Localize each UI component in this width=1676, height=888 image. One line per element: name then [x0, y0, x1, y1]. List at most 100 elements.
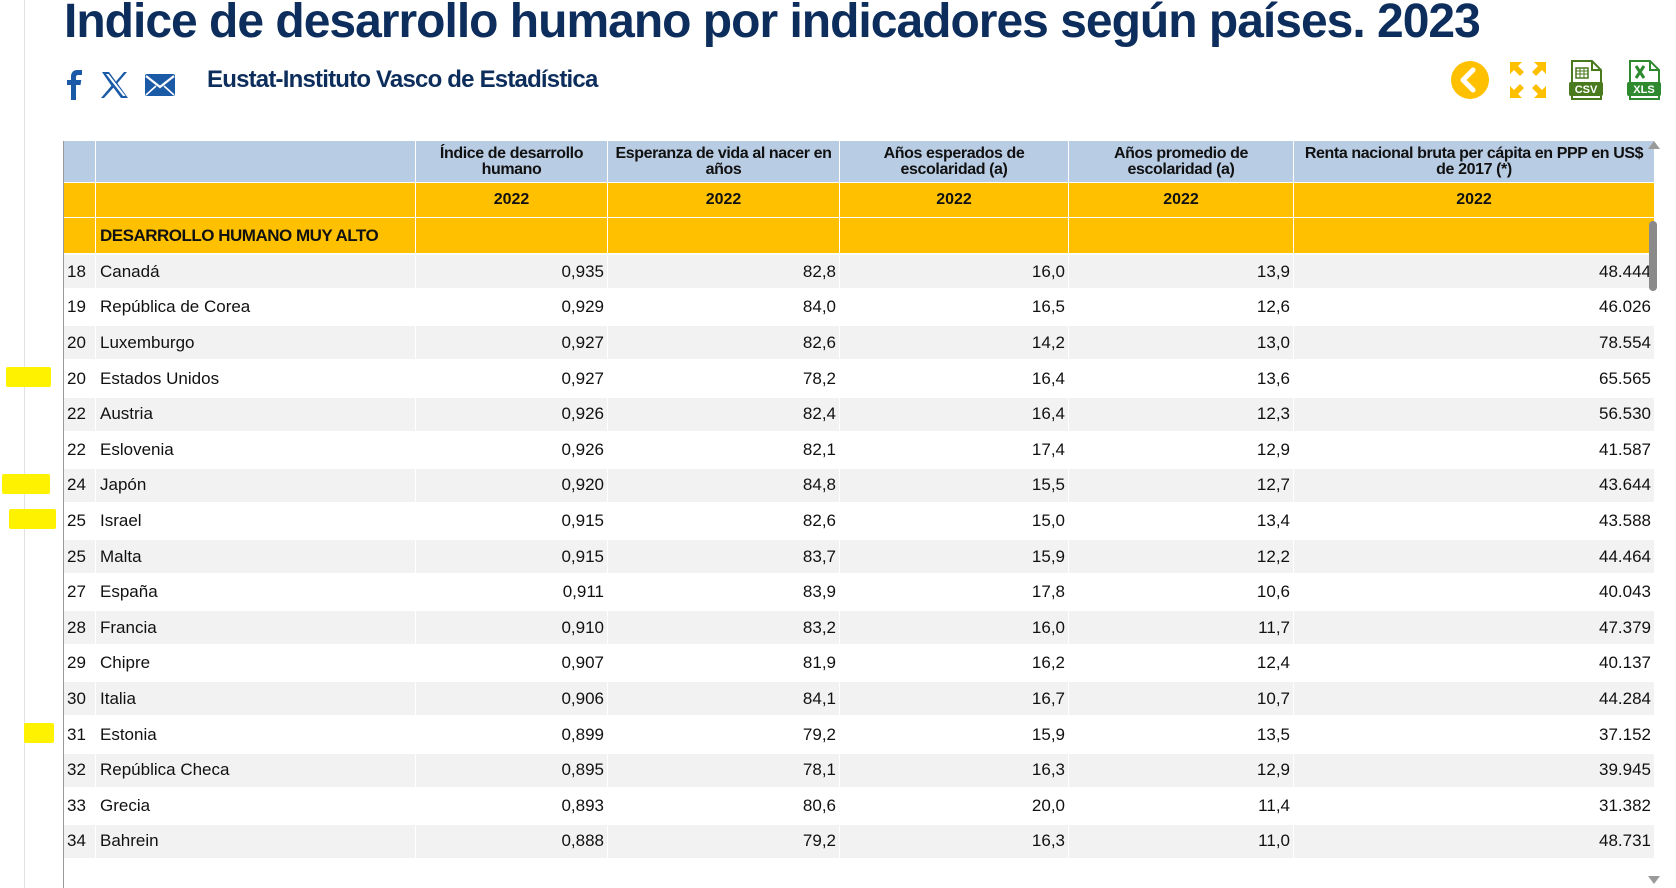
value-cell: 0,888 — [416, 824, 608, 858]
year-header-row: 2022 2022 2022 2022 2022 — [64, 183, 1655, 217]
table-row: 24 Japón 0,920 84,8 15,5 12,7 43.644 — [64, 468, 1655, 504]
value-cell: 0,911 — [416, 575, 608, 609]
xls-download-icon: XLS — [1627, 60, 1661, 100]
rank-cell: 30 — [64, 682, 96, 716]
column-header: Años promedio de escolaridad (a) — [1069, 141, 1294, 183]
source-label: Eustat-Instituto Vasco de Estadística — [207, 66, 598, 93]
value-cell: 14,2 — [840, 326, 1069, 360]
table-row: 34 Bahrein 0,888 79,2 16,3 11,0 48.731 — [64, 824, 1655, 860]
rank-cell: 20 — [64, 326, 96, 360]
value-cell: 10,6 — [1069, 575, 1294, 609]
country-cell: Estonia — [96, 718, 416, 752]
value-cell: 11,7 — [1069, 611, 1294, 645]
header-country-cell — [96, 141, 416, 183]
value-cell: 16,2 — [840, 646, 1069, 680]
value-cell: 83,2 — [608, 611, 840, 645]
value-cell: 0,927 — [416, 362, 608, 396]
x-twitter-icon[interactable] — [100, 71, 130, 99]
highlight-mark — [2, 473, 50, 494]
value-cell: 39.945 — [1294, 753, 1655, 787]
svg-text:CSV: CSV — [1575, 84, 1598, 96]
value-cell: 0,915 — [416, 540, 608, 574]
scroll-up-arrow-icon[interactable] — [1648, 141, 1660, 149]
country-cell: República de Corea — [96, 290, 416, 324]
value-cell: 13,0 — [1069, 326, 1294, 360]
value-cell: 0,926 — [416, 433, 608, 467]
country-cell: Grecia — [96, 789, 416, 823]
svg-text:XLS: XLS — [1633, 84, 1654, 96]
country-cell: Eslovenia — [96, 433, 416, 467]
value-cell: 16,4 — [840, 397, 1069, 431]
group-cell — [416, 217, 608, 253]
value-cell: 84,1 — [608, 682, 840, 716]
rank-cell: 25 — [64, 540, 96, 574]
country-cell: Chipre — [96, 646, 416, 680]
column-header-row: Índice de desarrollo humano Esperanza de… — [64, 141, 1655, 183]
value-cell: 82,8 — [608, 255, 840, 289]
page-title: Indice de desarrollo humano por indicado… — [64, 0, 1481, 48]
column-header: Años esperados de escolaridad (a) — [840, 141, 1069, 183]
country-cell: Japón — [96, 468, 416, 502]
value-cell: 84,0 — [608, 290, 840, 324]
scroll-thumb[interactable] — [1649, 221, 1657, 291]
value-cell: 15,0 — [840, 504, 1069, 538]
facebook-icon[interactable] — [64, 70, 86, 100]
data-table[interactable]: Índice de desarrollo humano Esperanza de… — [63, 141, 1661, 888]
value-cell: 78,2 — [608, 362, 840, 396]
value-cell: 0,899 — [416, 718, 608, 752]
value-cell: 0,920 — [416, 468, 608, 502]
value-cell: 13,4 — [1069, 504, 1294, 538]
country-cell: España — [96, 575, 416, 609]
value-cell: 17,8 — [840, 575, 1069, 609]
scroll-down-arrow-icon[interactable] — [1648, 876, 1660, 884]
column-header: Índice de desarrollo humano — [416, 141, 608, 183]
value-cell: 47.379 — [1294, 611, 1655, 645]
value-cell: 15,9 — [840, 718, 1069, 752]
value-cell: 41.587 — [1294, 433, 1655, 467]
value-cell: 12,7 — [1069, 468, 1294, 502]
value-cell: 12,9 — [1069, 433, 1294, 467]
page-left-rule — [24, 0, 25, 888]
year-header: 2022 — [608, 183, 840, 217]
fullscreen-button[interactable] — [1506, 58, 1550, 102]
year-header: 2022 — [1069, 183, 1294, 217]
value-cell: 0,915 — [416, 504, 608, 538]
year-rank-cell — [64, 183, 96, 217]
value-cell: 16,7 — [840, 682, 1069, 716]
value-cell: 12,6 — [1069, 290, 1294, 324]
group-rank-cell — [64, 217, 96, 253]
rank-cell: 22 — [64, 397, 96, 431]
email-icon[interactable] — [144, 73, 176, 97]
highlight-mark — [24, 722, 54, 743]
value-cell: 0,935 — [416, 255, 608, 289]
value-cell: 11,0 — [1069, 824, 1294, 858]
column-header: Renta nacional bruta per cápita en PPP e… — [1294, 141, 1655, 183]
value-cell: 10,7 — [1069, 682, 1294, 716]
back-button[interactable] — [1448, 58, 1492, 102]
group-cell — [1294, 217, 1655, 253]
value-cell: 16,3 — [840, 824, 1069, 858]
value-cell: 0,895 — [416, 753, 608, 787]
value-cell: 80,6 — [608, 789, 840, 823]
value-cell: 48.731 — [1294, 824, 1655, 858]
vertical-scrollbar[interactable] — [1646, 141, 1660, 888]
value-cell: 16,3 — [840, 753, 1069, 787]
value-cell: 16,0 — [840, 611, 1069, 645]
country-cell: Canadá — [96, 255, 416, 289]
column-header: Esperanza de vida al nacer en años — [608, 141, 840, 183]
value-cell: 15,9 — [840, 540, 1069, 574]
table-row: 19 República de Corea 0,929 84,0 16,5 12,6 46.… — [64, 290, 1655, 326]
xls-download-button[interactable]: XLS — [1622, 58, 1666, 102]
value-cell: 13,5 — [1069, 718, 1294, 752]
value-cell: 44.464 — [1294, 540, 1655, 574]
group-row: DESARROLLO HUMANO MUY ALTO — [64, 217, 1655, 253]
value-cell: 37.152 — [1294, 718, 1655, 752]
group-label: DESARROLLO HUMANO MUY ALTO — [96, 217, 416, 253]
csv-download-button[interactable]: CSV — [1564, 58, 1608, 102]
value-cell: 0,906 — [416, 682, 608, 716]
value-cell: 31.382 — [1294, 789, 1655, 823]
value-cell: 0,927 — [416, 326, 608, 360]
country-cell: Bahrein — [96, 824, 416, 858]
value-cell: 44.284 — [1294, 682, 1655, 716]
value-cell: 43.644 — [1294, 468, 1655, 502]
